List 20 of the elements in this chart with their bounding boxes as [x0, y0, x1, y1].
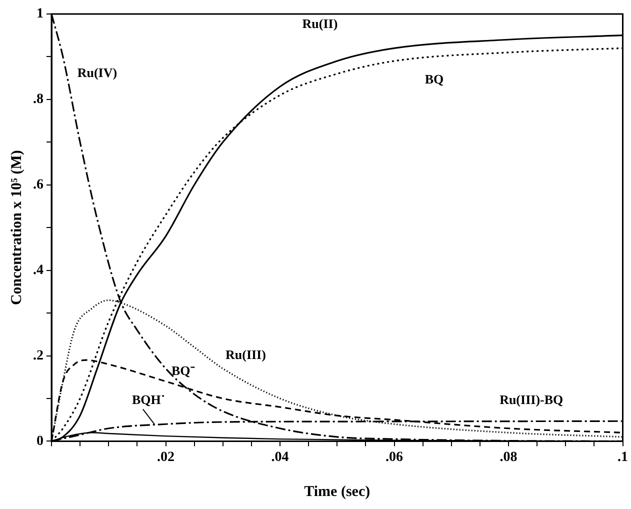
series-label: BQ [424, 72, 444, 87]
x-axis-title: Time (sec) [304, 484, 370, 500]
x-tick-label: .04 [271, 450, 289, 466]
x-tick-label: .02 [157, 450, 174, 466]
y-axis-title: Concentration x 10⁵ (M) [8, 150, 25, 306]
y-tick-label: 0 [36, 434, 44, 449]
text: Ru(II) [302, 16, 338, 32]
series-label: BQ⁻ [171, 362, 196, 378]
series-label: Ru(III) [225, 347, 266, 362]
series-label: Ru(III)-BQ [500, 392, 564, 407]
y-tick-label: .8 [33, 92, 44, 108]
x-tick-label: .08 [500, 450, 518, 466]
y-tick-label: .2 [33, 348, 44, 364]
x-tick-label: .1 [618, 450, 628, 466]
x-tick-label: .06 [386, 450, 403, 466]
text: BQH˙ [132, 392, 166, 407]
y-tick-label: 1 [36, 6, 44, 22]
series-label: Ru(IV) [77, 65, 118, 80]
y-tick-label: .6 [33, 177, 44, 192]
y-tick-label: .4 [33, 262, 44, 278]
